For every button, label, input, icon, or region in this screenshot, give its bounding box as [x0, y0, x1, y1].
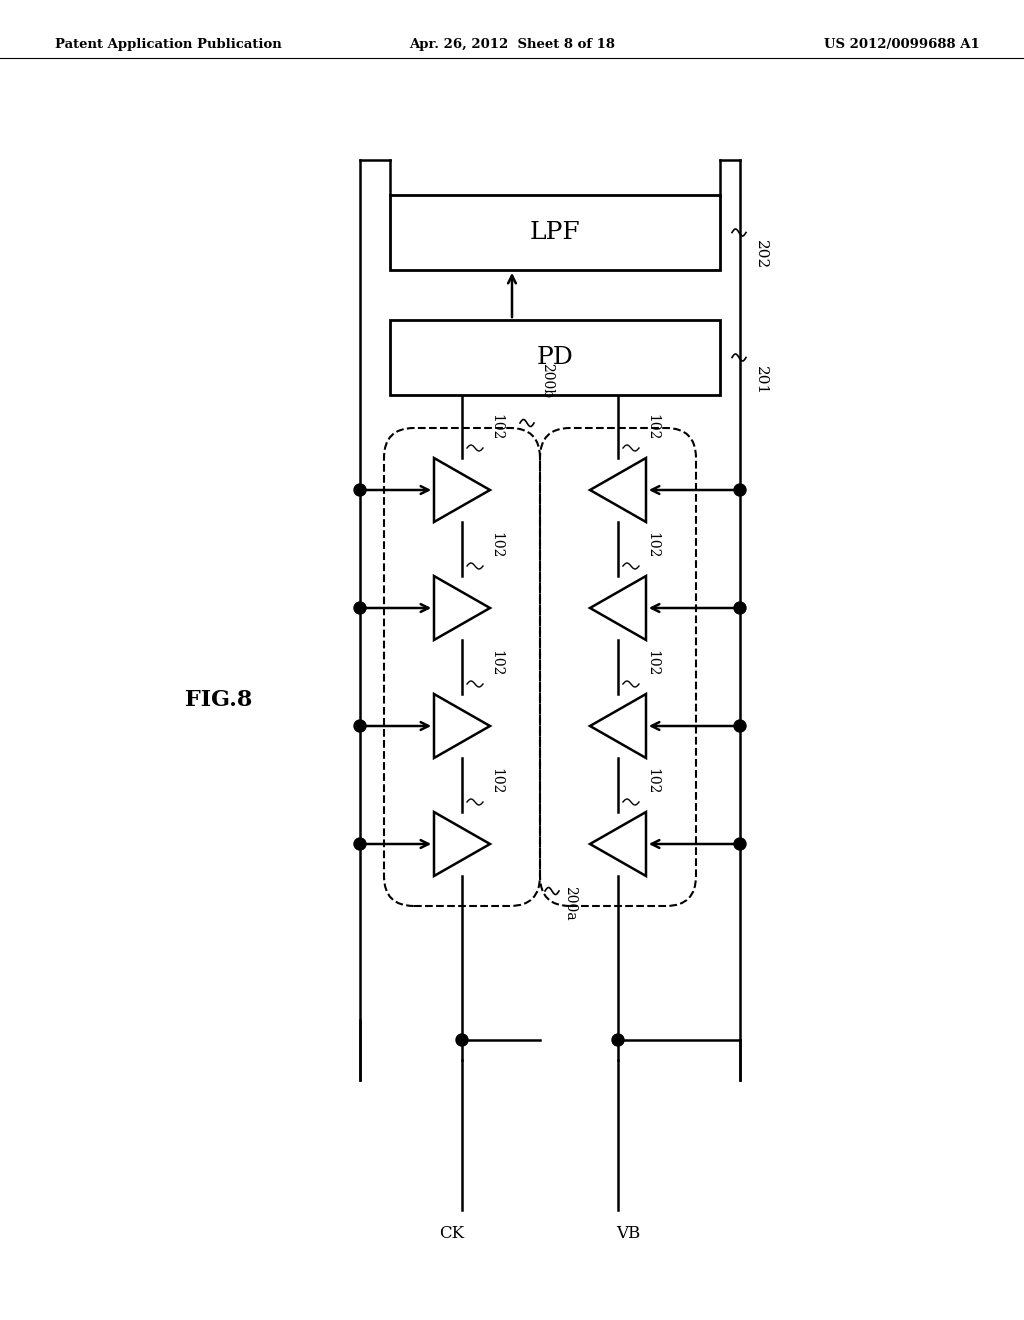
Circle shape [354, 719, 366, 733]
Text: 102: 102 [645, 532, 659, 558]
Polygon shape [590, 576, 646, 640]
Circle shape [734, 484, 746, 496]
Text: CK: CK [439, 1225, 465, 1242]
Polygon shape [590, 812, 646, 876]
Text: 102: 102 [645, 768, 659, 795]
Polygon shape [434, 576, 490, 640]
Text: US 2012/0099688 A1: US 2012/0099688 A1 [824, 38, 980, 51]
Text: 102: 102 [489, 532, 503, 558]
Text: 102: 102 [489, 413, 503, 440]
Polygon shape [434, 694, 490, 758]
Polygon shape [590, 694, 646, 758]
Text: 200b: 200b [540, 363, 554, 399]
Text: 201: 201 [754, 366, 768, 395]
Circle shape [354, 484, 366, 496]
Text: Apr. 26, 2012  Sheet 8 of 18: Apr. 26, 2012 Sheet 8 of 18 [409, 38, 615, 51]
Text: 102: 102 [489, 649, 503, 676]
Text: 102: 102 [645, 413, 659, 440]
Text: 202: 202 [754, 240, 768, 269]
Circle shape [612, 1034, 624, 1045]
Polygon shape [434, 812, 490, 876]
Text: Patent Application Publication: Patent Application Publication [55, 38, 282, 51]
Circle shape [734, 719, 746, 733]
Text: VB: VB [615, 1225, 640, 1242]
Circle shape [734, 838, 746, 850]
Polygon shape [590, 458, 646, 521]
Circle shape [734, 602, 746, 614]
Circle shape [354, 838, 366, 850]
Bar [390, 319, 720, 395]
Text: 200a: 200a [563, 886, 577, 920]
Text: PD: PD [537, 346, 573, 370]
Polygon shape [434, 458, 490, 521]
Circle shape [354, 602, 366, 614]
Text: LPF: LPF [529, 220, 581, 244]
Text: FIG.8: FIG.8 [185, 689, 252, 711]
Text: 102: 102 [489, 768, 503, 795]
Bar [390, 195, 720, 271]
Text: 102: 102 [645, 649, 659, 676]
Circle shape [456, 1034, 468, 1045]
